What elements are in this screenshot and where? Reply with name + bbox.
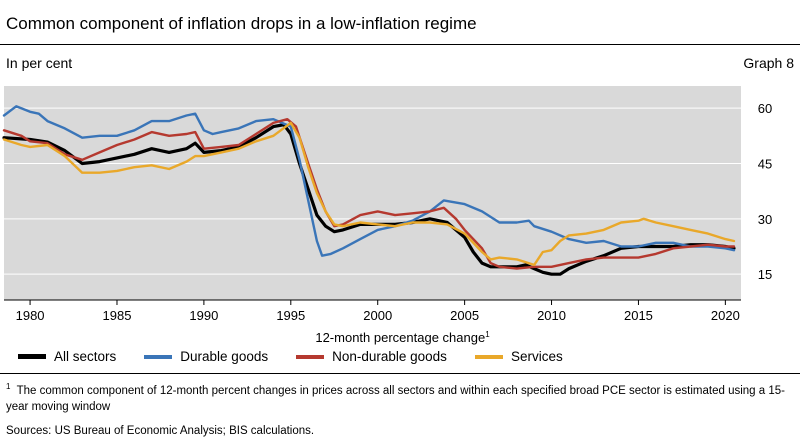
y-tick-label-45: 45 <box>758 156 772 171</box>
legend-item-services: Services <box>474 349 563 364</box>
x-axis-label-footnote-marker: 1 <box>485 330 490 339</box>
legend-item-all-sectors: All sectors <box>18 349 116 364</box>
sources-note: Sources: US Bureau of Economic Analysis;… <box>6 425 315 437</box>
footnote-text: The common component of 12-month percent… <box>6 384 785 413</box>
plot-background <box>4 86 741 300</box>
legend-label-non-durable-goods: Non-durable goods <box>332 349 447 364</box>
x-tick-label-1980: 1980 <box>16 308 45 323</box>
x-tick-label-2010: 2010 <box>537 308 566 323</box>
legend-label-all-sectors: All sectors <box>54 349 117 364</box>
legend-swatch-all-sectors <box>18 354 46 359</box>
legend-item-durable-goods: Durable goods <box>144 349 268 364</box>
graph-number: Graph 8 <box>743 55 794 71</box>
x-tick-label-2005: 2005 <box>450 308 479 323</box>
x-tick-label-1985: 1985 <box>103 308 132 323</box>
x-tick-label-1995: 1995 <box>276 308 305 323</box>
chart-legend: All sectors Durable goods Non-durable good… <box>18 349 591 364</box>
legend-label-services: Services <box>510 349 563 364</box>
series-line-durable-goods <box>2 105 736 257</box>
y-tick-label-30: 30 <box>758 212 772 227</box>
legend-swatch-non-durable-goods <box>296 354 325 359</box>
chart-title: Common component of inflation drops in a… <box>6 14 477 33</box>
x-tick-label-2000: 2000 <box>363 308 392 323</box>
legend-swatch-services <box>474 354 503 359</box>
x-tick-label-2015: 2015 <box>624 308 653 323</box>
y-tick-label-15: 15 <box>758 267 772 282</box>
x-tick-label-1990: 1990 <box>189 308 218 323</box>
title-rule <box>0 44 800 45</box>
line-chart: 15 30 45 60 1980 1985 1990 1995 2000 2005 2010 2015… <box>2 86 772 345</box>
legend-swatch-durable-goods <box>144 354 173 359</box>
x-tick-label-2020: 2020 <box>711 308 740 323</box>
footnote-rule <box>0 373 800 374</box>
series-line-services <box>2 121 736 267</box>
footnote-marker: 1 <box>6 382 11 391</box>
series-line-non-durable-goods <box>2 118 736 270</box>
x-axis-label: 12-month percentage change1 <box>315 330 490 345</box>
unit-label: In per cent <box>6 55 73 71</box>
footnote: 1 The common component of 12-month perce… <box>6 379 794 415</box>
y-tick-label-60: 60 <box>758 101 772 116</box>
legend-label-durable-goods: Durable goods <box>180 349 269 364</box>
legend-item-non-durable-goods: Non-durable goods <box>296 349 447 364</box>
